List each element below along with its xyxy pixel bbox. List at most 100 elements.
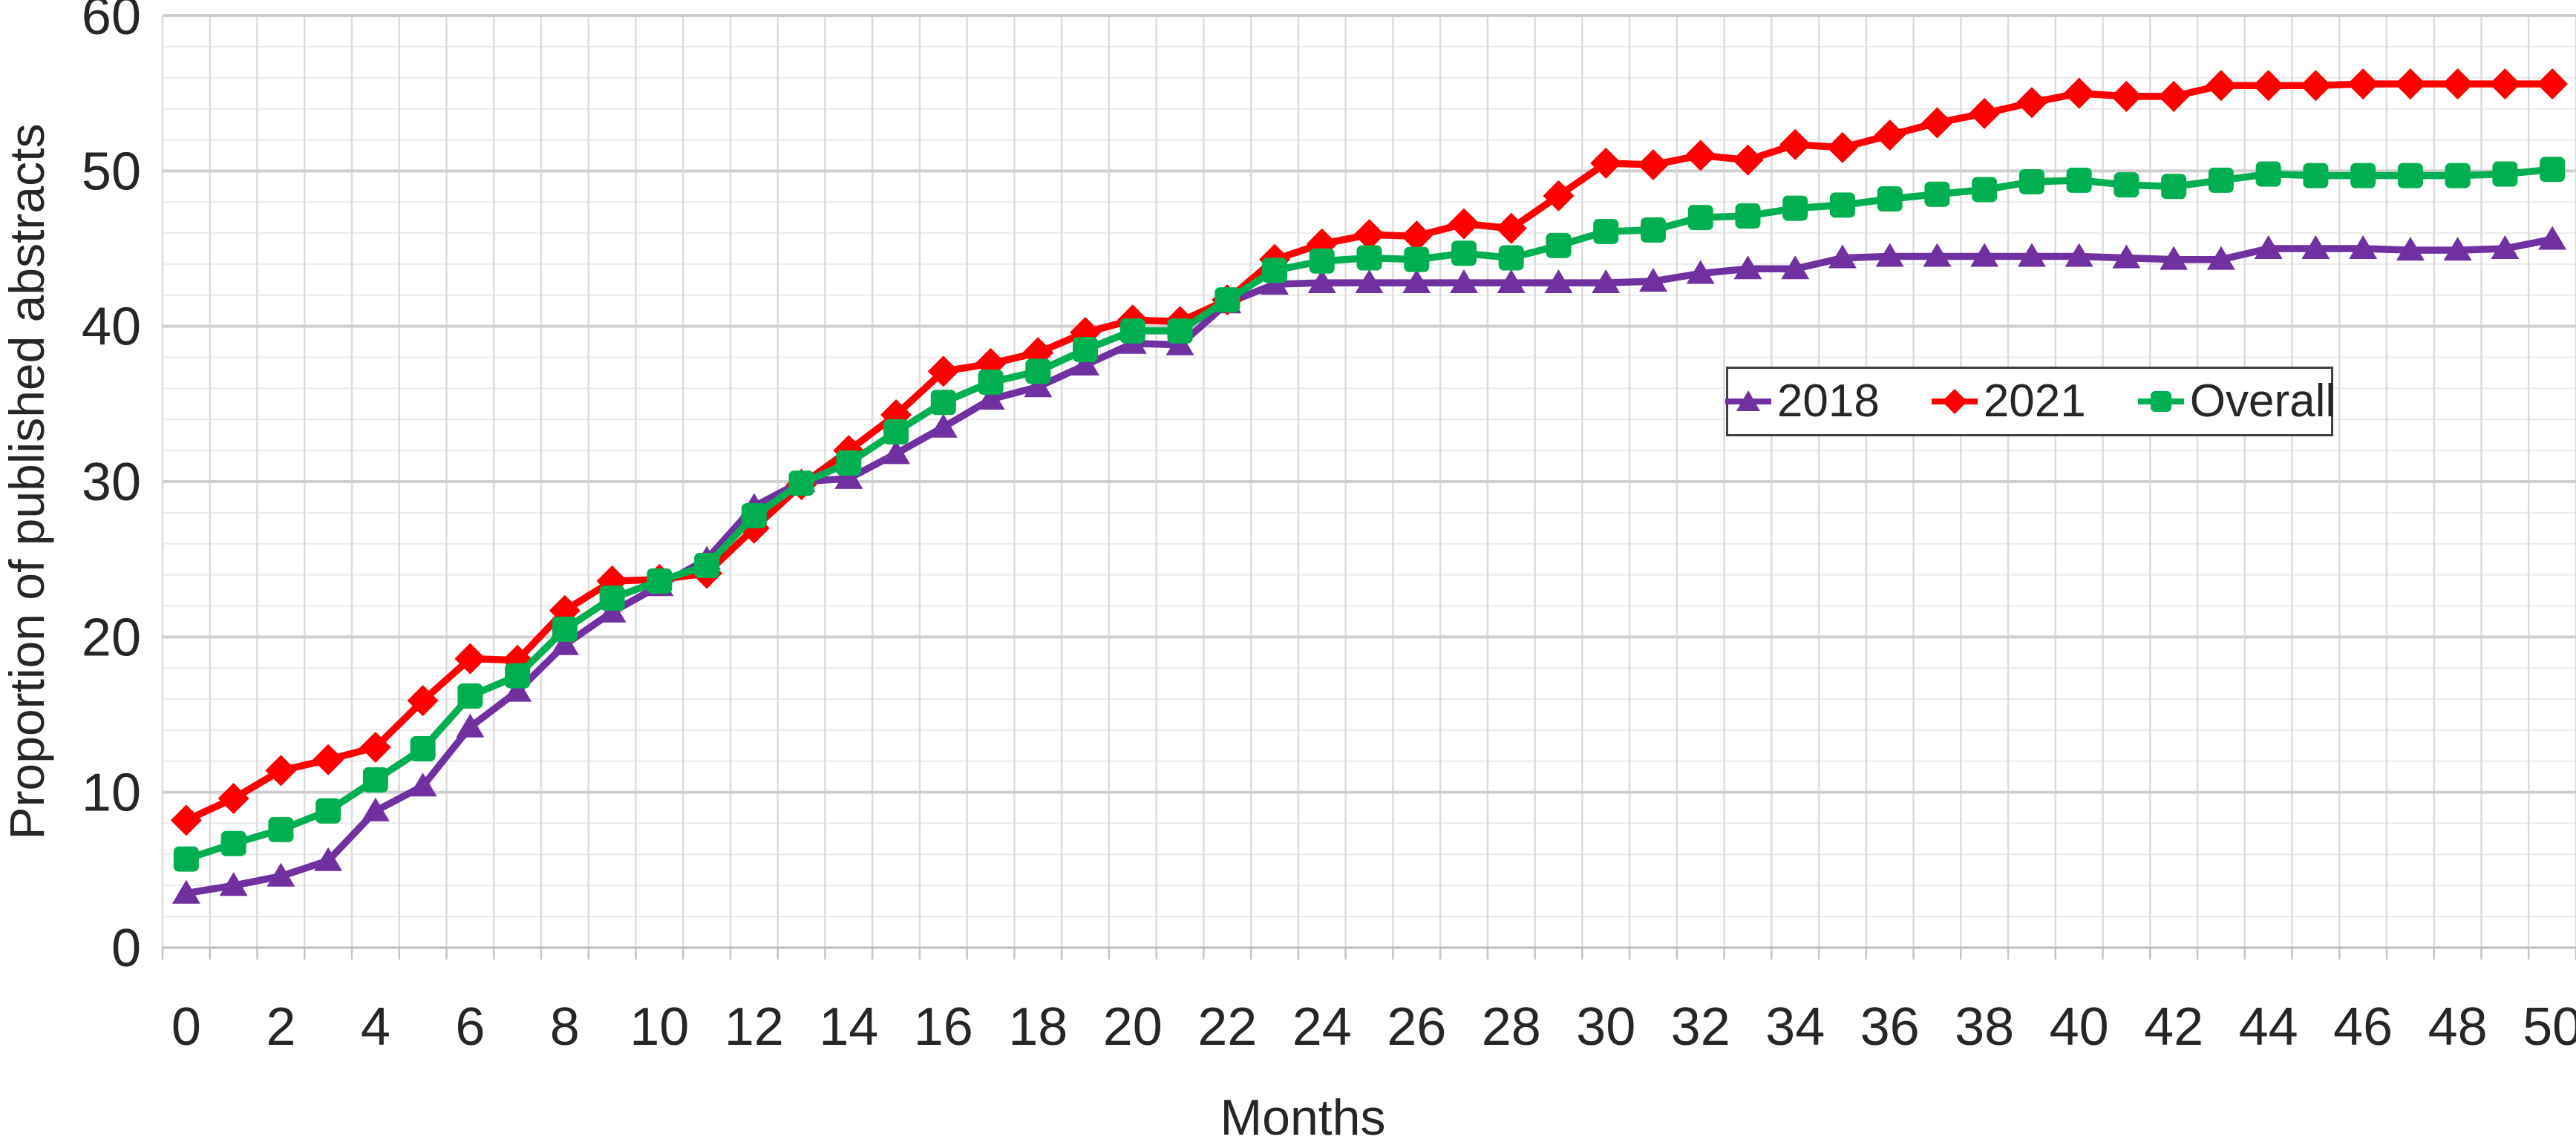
triangle-marker <box>2112 244 2141 269</box>
legend: 2018 2021 Overall <box>1724 367 2335 436</box>
diamond-marker <box>407 685 439 717</box>
triangle-marker <box>1923 243 1952 267</box>
square-marker <box>552 616 578 642</box>
x-tick-label: 8 <box>550 997 580 1057</box>
triangle-marker <box>2254 235 2283 259</box>
x-tick-label: 36 <box>1860 997 1920 1057</box>
triangle-marker <box>1592 269 1621 294</box>
diamond-marker <box>1969 97 2001 129</box>
diamond-marker <box>1448 208 1480 240</box>
triangle-marker <box>1307 269 1336 294</box>
triangle-marker <box>267 862 295 887</box>
y-axis-title: Proportion of published abstracts <box>0 123 54 840</box>
x-tick-label: 12 <box>725 997 784 1057</box>
square-marker <box>2018 168 2044 194</box>
y-tick-label: 50 <box>82 142 141 201</box>
triangle-marker <box>1449 269 1478 294</box>
x-tick-label: 38 <box>1955 997 2014 1057</box>
diamond-marker <box>265 755 297 787</box>
diamond-marker <box>1732 144 1764 176</box>
square-marker <box>1309 248 1335 274</box>
square-marker <box>2350 163 2376 188</box>
triangle-marker <box>882 440 911 465</box>
triangle-marker <box>1686 260 1715 284</box>
square-marker <box>2303 163 2329 188</box>
triangle-marker <box>2160 246 2188 270</box>
series-overall <box>173 157 2566 872</box>
diamond-marker <box>2252 70 2284 102</box>
x-tick-label: 0 <box>171 997 201 1057</box>
diamond-marker <box>454 643 486 675</box>
triangle-marker <box>2538 226 2567 250</box>
square-marker <box>1640 217 1666 243</box>
triangle-marker <box>834 465 863 489</box>
y-tick-label: 10 <box>82 764 141 823</box>
square-marker <box>741 503 767 529</box>
diamond-marker <box>1779 128 1811 160</box>
square-marker <box>1593 218 1619 244</box>
diamond-marker <box>1826 131 1858 163</box>
triangle-marker-icon <box>1724 388 1773 415</box>
triangle-marker <box>219 872 248 896</box>
triangle-marker <box>2443 237 2472 261</box>
triangle-marker <box>2065 243 2093 267</box>
diamond-marker <box>1401 220 1433 252</box>
square-marker <box>268 816 294 842</box>
square-marker <box>1262 258 1288 283</box>
x-tick-label: 16 <box>914 997 973 1057</box>
x-tick-label: 2 <box>266 997 295 1057</box>
legend-item-2021: 2021 <box>1930 377 2086 426</box>
x-tick-label: 40 <box>2050 997 2109 1057</box>
square-marker <box>316 798 341 824</box>
x-tick-label: 50 <box>2523 997 2576 1057</box>
x-tick-label: 24 <box>1292 997 1352 1057</box>
square-marker <box>505 663 531 689</box>
diamond-marker <box>927 355 959 387</box>
diamond-marker <box>1921 107 1953 139</box>
triangle-marker <box>1071 352 1100 375</box>
triangle-marker <box>2206 246 2235 270</box>
diamond-marker <box>2394 68 2426 100</box>
triangle-marker <box>2349 235 2378 259</box>
x-tick-label: 22 <box>1197 997 1257 1057</box>
square-marker <box>1735 203 1761 229</box>
diamond-marker-icon <box>1930 388 1979 415</box>
square-marker <box>694 553 720 579</box>
square-marker-icon <box>2137 388 2186 415</box>
square-marker <box>173 846 199 872</box>
diamond-marker <box>359 731 391 763</box>
x-tick-label: 18 <box>1008 997 1068 1057</box>
square-marker <box>2397 163 2423 188</box>
square-marker <box>457 683 483 709</box>
square-marker <box>2445 163 2471 188</box>
triangle-marker <box>1497 269 1526 294</box>
square-marker <box>1167 318 1193 344</box>
diamond-marker <box>1495 212 1527 244</box>
y-tick-label: 40 <box>82 298 141 357</box>
triangle-marker <box>1638 267 1667 292</box>
square-marker <box>2066 167 2092 193</box>
triangle-marker <box>171 879 200 904</box>
y-tick-label: 30 <box>82 453 141 512</box>
diamond-marker <box>1637 148 1669 180</box>
square-marker <box>1025 358 1051 384</box>
diamond-marker <box>1590 147 1622 179</box>
square-marker <box>930 390 956 416</box>
square-marker <box>2208 167 2234 193</box>
legend-label-2021: 2021 <box>1983 375 2086 427</box>
triangle-marker <box>1024 373 1053 398</box>
triangle-marker <box>1544 269 1573 294</box>
x-axis-title: Months <box>1220 1089 1386 1146</box>
triangle-marker <box>2301 235 2330 259</box>
legend-item-overall: Overall <box>2137 377 2335 426</box>
square-marker <box>1119 318 1145 344</box>
square-marker <box>1073 337 1099 363</box>
triangle-marker <box>929 413 958 438</box>
triangle-marker <box>2491 235 2520 259</box>
diamond-marker <box>1684 140 1716 171</box>
triangle-marker <box>314 847 343 871</box>
triangle-marker <box>2396 237 2425 261</box>
triangle-marker <box>1355 269 1384 294</box>
legend-label-2018: 2018 <box>1776 375 1880 427</box>
